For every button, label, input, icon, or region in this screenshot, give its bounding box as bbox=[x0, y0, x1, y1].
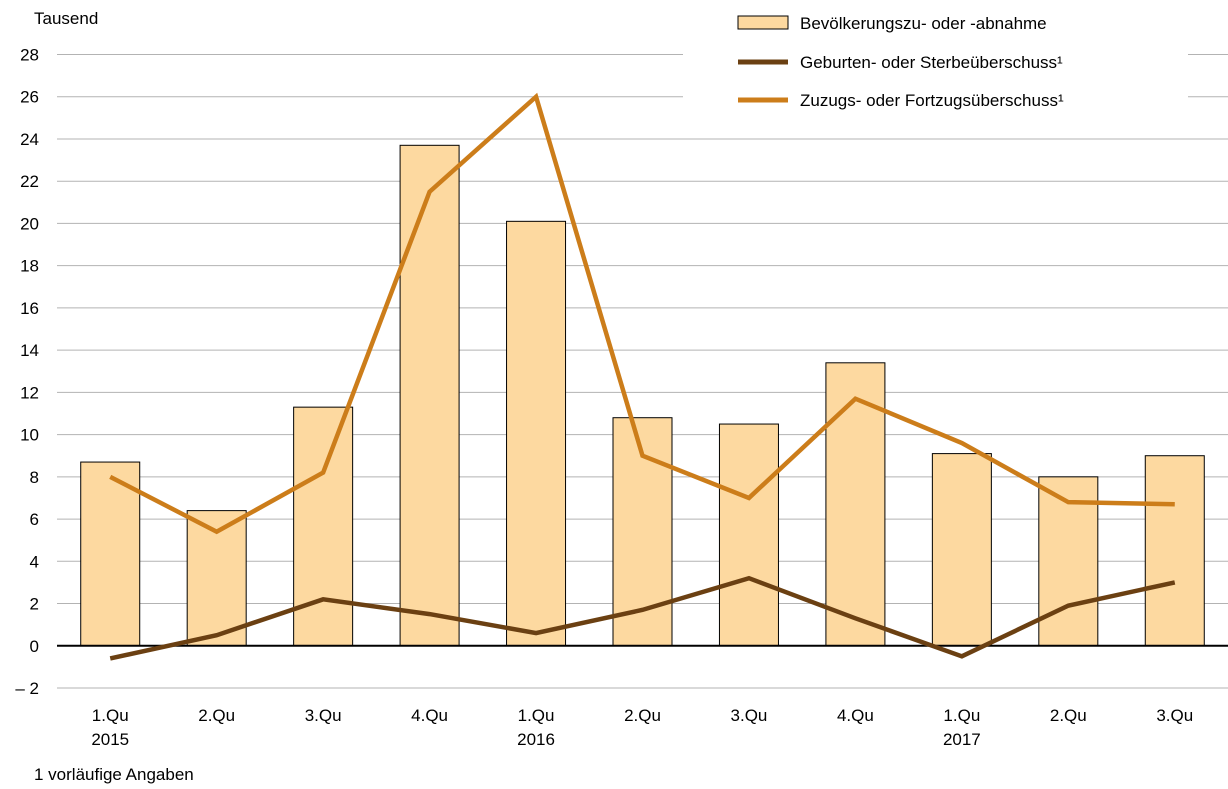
x-year-label: 2015 bbox=[91, 730, 129, 749]
bar bbox=[506, 220, 567, 647]
line-series bbox=[109, 92, 1176, 661]
y-tick-label: 2 bbox=[30, 595, 39, 614]
legend: Bevölkerungszu- oder -abnahme Geburten- … bbox=[683, 6, 1188, 110]
legend-label-natural: Geburten- oder Sterbeüberschuss¹ bbox=[800, 53, 1063, 72]
legend-swatch-bars bbox=[737, 15, 789, 30]
x-tick-label: 3.Qu bbox=[305, 706, 342, 725]
x-tick-label: 3.Qu bbox=[1156, 706, 1193, 725]
y-tick-label: 20 bbox=[20, 214, 39, 233]
x-tick-label: 4.Qu bbox=[837, 706, 874, 725]
bar bbox=[825, 362, 886, 647]
y-tick-label: 8 bbox=[30, 468, 39, 487]
x-tick-label: 2.Qu bbox=[624, 706, 661, 725]
y-tick-label: 26 bbox=[20, 88, 39, 107]
line-natural-balance bbox=[109, 575, 1176, 661]
legend-label-bars: Bevölkerungszu- oder -abnahme bbox=[800, 14, 1047, 33]
bar bbox=[293, 406, 354, 647]
footnote: 1 vorläufige Angaben bbox=[34, 765, 194, 784]
y-tick-label: 28 bbox=[20, 46, 39, 65]
x-tick-label: 2.Qu bbox=[1050, 706, 1087, 725]
y-tick-label: 16 bbox=[20, 299, 39, 318]
unit-label: Tausend bbox=[34, 9, 98, 28]
x-year-label: 2016 bbox=[517, 730, 555, 749]
x-tick-label: 1.Qu bbox=[518, 706, 555, 725]
y-tick-label: 0 bbox=[30, 637, 39, 656]
legend-label-migration: Zuzugs- oder Fortzugsüberschuss¹ bbox=[800, 91, 1064, 110]
bar bbox=[931, 453, 992, 647]
x-tick-label: 1.Qu bbox=[92, 706, 129, 725]
y-tick-label: 6 bbox=[30, 510, 39, 529]
y-tick-label: 18 bbox=[20, 257, 39, 276]
line-migration-balance bbox=[109, 92, 1175, 535]
y-tick-label: – 2 bbox=[15, 679, 39, 698]
x-tick-label: 4.Qu bbox=[411, 706, 448, 725]
y-tick-label: 10 bbox=[20, 426, 39, 445]
bar bbox=[80, 461, 141, 647]
bar bbox=[718, 423, 779, 647]
bar bbox=[399, 144, 460, 647]
x-axis-ticks: 1.Qu 2015 2.Qu 3.Qu 4.Qu 1.Qu 2016 2.Qu 3.Qu 4.Qu… bbox=[91, 706, 1193, 749]
y-tick-label: 24 bbox=[20, 130, 39, 149]
bar-series bbox=[80, 144, 1205, 647]
x-tick-label: 1.Qu bbox=[943, 706, 980, 725]
y-tick-label: 12 bbox=[20, 383, 39, 402]
y-tick-label: 22 bbox=[20, 172, 39, 191]
x-tick-label: 2.Qu bbox=[198, 706, 235, 725]
y-tick-label: 4 bbox=[30, 552, 39, 571]
x-tick-label: 3.Qu bbox=[731, 706, 768, 725]
y-tick-label: 14 bbox=[20, 341, 39, 360]
bar bbox=[1144, 455, 1205, 647]
x-year-label: 2017 bbox=[943, 730, 981, 749]
